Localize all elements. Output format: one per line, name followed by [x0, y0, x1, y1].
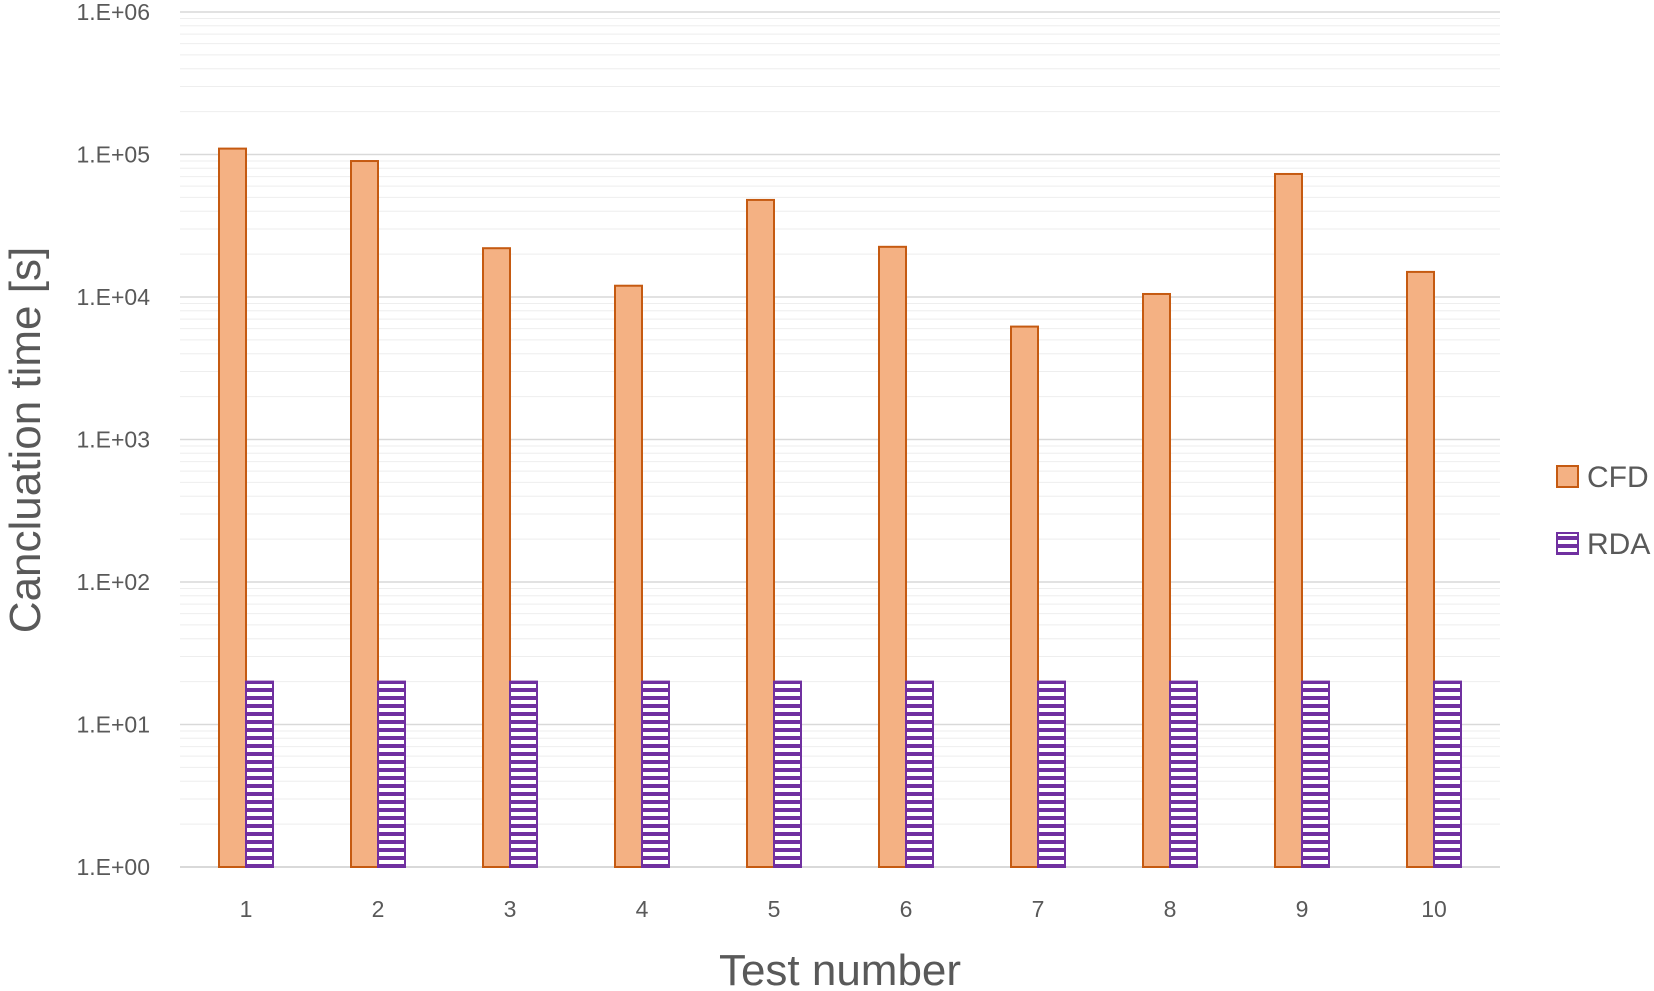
legend: CFD RDA [1556, 461, 1650, 561]
y-tick-label: 1.E+02 [76, 569, 150, 595]
bar-rda [1169, 680, 1198, 868]
bars [218, 147, 1462, 869]
x-tick-label: 8 [1164, 896, 1177, 922]
bar-cfd [482, 247, 511, 868]
legend-swatch-cfd [1556, 465, 1579, 488]
bar-rda [1037, 680, 1066, 868]
bar-rda [905, 680, 934, 868]
legend-label-rda: RDA [1587, 528, 1650, 561]
bar-rda [245, 680, 274, 868]
y-tick-label: 1.E+01 [76, 712, 150, 738]
x-tick-labels: 1 2 3 4 5 6 7 8 9 10 [240, 896, 1447, 922]
bar-cfd [746, 198, 775, 869]
x-tick-label: 3 [504, 896, 517, 922]
bar-cfd [1142, 292, 1171, 868]
y-axis-title: Cancluation time [s] [1, 247, 50, 633]
bar-cfd [1010, 325, 1039, 869]
y-tick-label: 1.E+03 [76, 427, 150, 453]
y-tick-label: 1.E+05 [76, 142, 150, 168]
bar-cfd [614, 284, 643, 868]
bar-rda [1433, 680, 1462, 868]
x-tick-label: 7 [1032, 896, 1045, 922]
y-tick-labels: 1.E+00 1.E+01 1.E+02 1.E+03 1.E+04 1.E+05 1.E+… [76, 0, 150, 880]
bar-rda [773, 680, 802, 868]
bar-rda [641, 680, 670, 868]
bar-rda [377, 680, 406, 868]
bar-cfd [350, 160, 379, 868]
bar-rda [509, 680, 538, 868]
y-tick-label: 1.E+04 [76, 284, 150, 310]
x-tick-label: 6 [900, 896, 913, 922]
bar-cfd [1274, 172, 1303, 868]
x-tick-label: 9 [1296, 896, 1309, 922]
x-tick-label: 1 [240, 896, 253, 922]
y-tick-label: 1.E+06 [76, 0, 150, 25]
x-tick-label: 10 [1421, 896, 1447, 922]
x-axis-title: Test number [719, 946, 961, 991]
x-tick-label: 2 [372, 896, 385, 922]
bar-cfd [218, 147, 247, 868]
bar-cfd [878, 245, 907, 869]
legend-label-cfd: CFD [1587, 461, 1649, 494]
x-tick-label: 4 [636, 896, 649, 922]
bar-cfd [1406, 270, 1435, 868]
bar-rda [1301, 680, 1330, 868]
legend-swatch-rda [1556, 532, 1579, 555]
x-tick-label: 5 [768, 896, 781, 922]
y-tick-label: 1.E+00 [76, 854, 150, 880]
